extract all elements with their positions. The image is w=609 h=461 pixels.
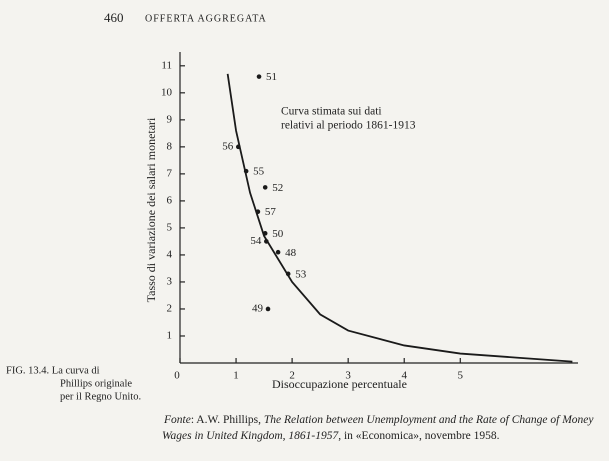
x-tick-label: 2: [289, 370, 295, 382]
y-axis-label: Tasso di variazione dei salari monetari: [144, 117, 158, 302]
data-point: [275, 249, 281, 255]
source-part: , in «Economica», novembre 1958.: [338, 430, 499, 442]
y-tick-label: 10: [161, 86, 173, 98]
point-label: 57: [265, 206, 277, 218]
y-tick-label: 9: [167, 113, 173, 125]
data-point: [265, 306, 271, 312]
point-label: 50: [272, 228, 284, 240]
y-tick-label: 3: [167, 275, 173, 287]
y-tick-label: 5: [167, 221, 173, 233]
caption: FIG. 13.4. La curva di: [6, 365, 100, 376]
data-point: [285, 271, 291, 277]
caption: Phillips originale: [60, 378, 132, 389]
point-label: 52: [272, 182, 283, 194]
source: Fonte: A.W. Phillips, The Relation betwe…: [163, 414, 594, 426]
y-tick-label: 2: [167, 302, 173, 314]
data-point: [262, 231, 268, 236]
point-label: 48: [285, 247, 297, 259]
y-tick-label: 6: [167, 194, 173, 206]
x-tick-label: 0: [174, 370, 180, 382]
point-label: 55: [253, 166, 265, 178]
y-tick-label: 8: [167, 140, 173, 152]
y-tick-label: 4: [167, 248, 173, 260]
page-number: 460: [104, 10, 124, 25]
source-part: : A.W. Phillips,: [191, 414, 264, 426]
data-point: [262, 185, 268, 190]
point-label: 49: [252, 302, 264, 314]
y-tick-label: 1: [167, 330, 173, 342]
point-label: 54: [250, 235, 262, 247]
x-axis-label: Disoccupazione percentuale: [272, 377, 407, 391]
point-label: 56: [222, 140, 234, 152]
x-tick-label: 4: [401, 370, 407, 382]
source: Wages in United Kingdom, 1861-1957, in «…: [162, 430, 500, 442]
annotation: relativi al periodo 1861-1913: [281, 120, 416, 132]
annotation: Curva stimata sui dati: [281, 106, 382, 118]
data-point: [235, 144, 241, 150]
source-part: Fonte: [163, 414, 191, 426]
x-tick-label: 3: [345, 370, 351, 382]
data-point: [255, 209, 261, 215]
running-title: OFFERTA AGGREGATA: [145, 13, 267, 24]
point-label: 53: [295, 268, 307, 280]
data-point: [256, 74, 262, 79]
data-point: [264, 239, 269, 244]
source-part: The Relation between Unemployment and th…: [264, 414, 594, 426]
data-point: [243, 168, 249, 174]
source-part: Wages in United Kingdom, 1861-1957: [162, 430, 339, 442]
y-tick-label: 7: [167, 167, 173, 179]
x-tick-label: 1: [233, 370, 239, 382]
point-label: 51: [266, 71, 277, 83]
y-tick-label: 11: [161, 59, 172, 71]
x-tick-label: 5: [458, 370, 464, 382]
caption: per il Regno Unito.: [60, 391, 141, 402]
